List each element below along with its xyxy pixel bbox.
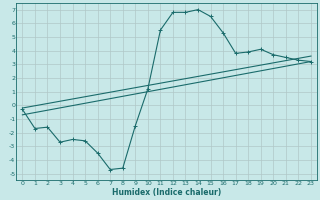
X-axis label: Humidex (Indice chaleur): Humidex (Indice chaleur) <box>112 188 221 197</box>
